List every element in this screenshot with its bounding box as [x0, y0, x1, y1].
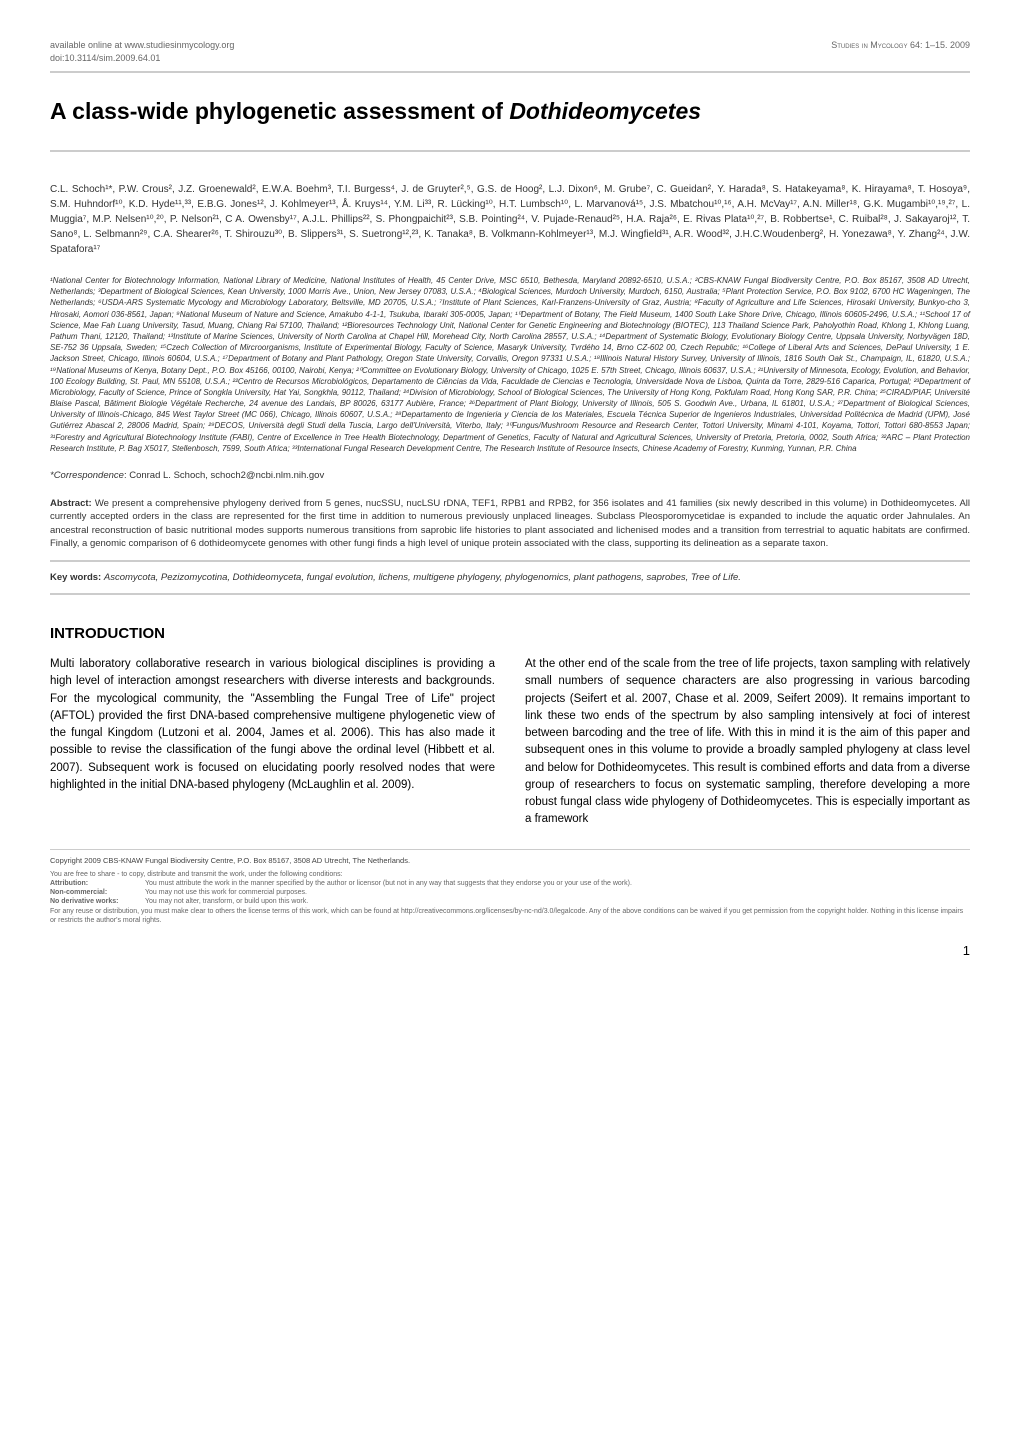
page-number: 1: [50, 943, 970, 958]
divider: [50, 150, 970, 152]
license-block: You are free to share - to copy, distrib…: [50, 870, 970, 925]
column-left: Multi laboratory collaborative research …: [50, 656, 495, 829]
journal-citation: Studies in Mycology 64: 1–15. 2009: [831, 40, 970, 50]
divider: [50, 593, 970, 595]
affiliations: ¹National Center for Biotechnology Infor…: [50, 275, 970, 454]
license-noderivative-text: You may not alter, transform, or build u…: [145, 897, 308, 906]
license-noncommercial-label: Non-commercial:: [50, 888, 135, 897]
available-online: available online at www.studiesinmycolog…: [50, 40, 234, 50]
divider: [50, 849, 970, 850]
license-noderivative-row: No derivative works: You may not alter, …: [50, 897, 970, 906]
title-italic: Dothideomycetes: [509, 98, 701, 124]
header-row: available online at www.studiesinmycolog…: [50, 40, 970, 50]
article-title: A class-wide phylogenetic assessment of …: [50, 98, 970, 125]
correspondence-text: : Conrad L. Schoch, schoch2@ncbi.nlm.nih…: [124, 470, 324, 481]
divider: [50, 71, 970, 73]
abstract-text: We present a comprehensive phylogeny der…: [50, 498, 970, 549]
title-plain: A class-wide phylogenetic assessment of: [50, 98, 509, 124]
correspondence-label: *Correspondence: [50, 470, 124, 481]
body-columns: Multi laboratory collaborative research …: [50, 656, 970, 829]
author-list: C.L. Schoch¹*, P.W. Crous², J.Z. Groenew…: [50, 182, 970, 257]
license-attribution-label: Attribution:: [50, 879, 135, 888]
license-intro: You are free to share - to copy, distrib…: [50, 870, 970, 879]
license-noncommercial-text: You may not use this work for commercial…: [145, 888, 307, 897]
abstract: Abstract: We present a comprehensive phy…: [50, 497, 970, 550]
keywords-label: Key words:: [50, 572, 104, 583]
abstract-label: Abstract:: [50, 498, 95, 509]
keywords: Key words: Ascomycota, Pezizomycotina, D…: [50, 572, 970, 583]
license-noderivative-label: No derivative works:: [50, 897, 135, 906]
copyright: Copyright 2009 CBS-KNAW Fungal Biodivers…: [50, 856, 970, 867]
doi: doi:10.3114/sim.2009.64.01: [50, 53, 970, 63]
license-noncommercial-row: Non-commercial: You may not use this wor…: [50, 888, 970, 897]
correspondence: *Correspondence: Conrad L. Schoch, schoc…: [50, 470, 970, 481]
introduction-heading: INTRODUCTION: [50, 625, 970, 642]
license-footer: For any reuse or distribution, you must …: [50, 907, 970, 925]
keywords-text: Ascomycota, Pezizomycotina, Dothideomyce…: [104, 572, 741, 583]
license-attribution-row: Attribution: You must attribute the work…: [50, 879, 970, 888]
column-right: At the other end of the scale from the t…: [525, 656, 970, 829]
divider: [50, 560, 970, 562]
license-attribution-text: You must attribute the work in the manne…: [145, 879, 632, 888]
